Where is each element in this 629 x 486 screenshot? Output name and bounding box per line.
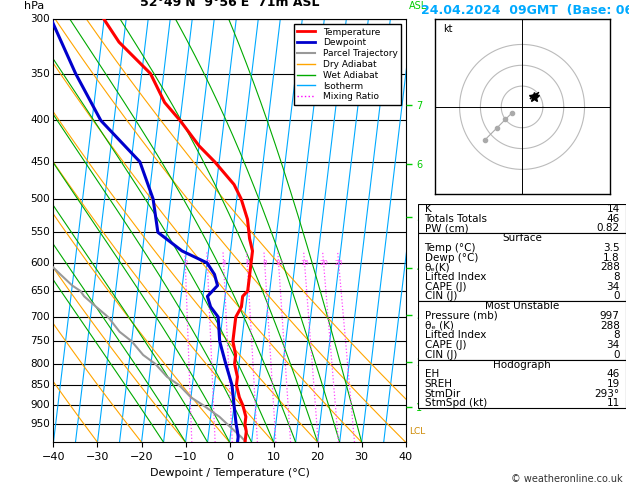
Text: 6: 6	[245, 260, 250, 266]
Text: Totals Totals: Totals Totals	[425, 214, 487, 224]
Text: StmDir: StmDir	[425, 389, 461, 399]
Text: 14: 14	[606, 204, 620, 214]
Text: SREH: SREH	[425, 379, 452, 389]
Bar	[418, 301, 626, 360]
Text: Surface: Surface	[502, 233, 542, 243]
Text: 750: 750	[30, 336, 50, 346]
Text: 0: 0	[613, 350, 620, 360]
Text: 450: 450	[30, 157, 50, 167]
Text: 34: 34	[606, 282, 620, 292]
Text: PW (cm): PW (cm)	[425, 224, 468, 233]
Text: 3: 3	[205, 260, 209, 266]
Text: 8: 8	[262, 260, 267, 266]
Text: θₑ(K): θₑ(K)	[425, 262, 450, 272]
Text: CAPE (J): CAPE (J)	[425, 282, 466, 292]
Text: Most Unstable: Most Unstable	[485, 301, 559, 311]
Text: CAPE (J): CAPE (J)	[425, 340, 466, 350]
Text: 700: 700	[30, 312, 50, 322]
Text: CIN (J): CIN (J)	[425, 350, 457, 360]
Text: km
ASL: km ASL	[409, 0, 428, 11]
Text: K: K	[425, 204, 431, 214]
Text: © weatheronline.co.uk: © weatheronline.co.uk	[511, 473, 623, 484]
Text: Dewp (°C): Dewp (°C)	[425, 253, 478, 262]
Text: 15: 15	[300, 260, 309, 266]
Text: 288: 288	[600, 262, 620, 272]
Text: Temp (°C): Temp (°C)	[425, 243, 476, 253]
Text: 11: 11	[606, 399, 620, 408]
Text: 46: 46	[606, 214, 620, 224]
Text: Lifted Index: Lifted Index	[425, 330, 486, 340]
Text: 300: 300	[30, 15, 50, 24]
Text: 0: 0	[613, 292, 620, 301]
Text: 24.04.2024  09GMT  (Base: 06): 24.04.2024 09GMT (Base: 06)	[421, 4, 629, 17]
Legend: Temperature, Dewpoint, Parcel Trajectory, Dry Adiabat, Wet Adiabat, Isotherm, Mi: Temperature, Dewpoint, Parcel Trajectory…	[294, 24, 401, 105]
Text: 0.82: 0.82	[596, 224, 620, 233]
Text: 500: 500	[30, 194, 50, 204]
Text: θₑ (K): θₑ (K)	[425, 321, 454, 330]
Text: 34: 34	[606, 340, 620, 350]
Text: 293°: 293°	[594, 389, 620, 399]
Text: EH: EH	[425, 369, 439, 379]
Text: 400: 400	[30, 116, 50, 125]
Text: Hodograph: Hodograph	[493, 360, 551, 369]
Text: StmSpd (kt): StmSpd (kt)	[425, 399, 487, 408]
Text: hPa: hPa	[23, 1, 44, 11]
Text: Pressure (mb): Pressure (mb)	[425, 311, 498, 321]
Text: 8: 8	[613, 272, 620, 282]
Text: 1.8: 1.8	[603, 253, 620, 262]
Text: kt: kt	[443, 24, 452, 34]
Text: 550: 550	[30, 227, 50, 237]
Text: 350: 350	[30, 69, 50, 79]
Text: 800: 800	[30, 359, 50, 369]
Text: 4: 4	[221, 260, 226, 266]
Bar	[418, 204, 626, 233]
Text: 2: 2	[183, 260, 187, 266]
Text: 8: 8	[613, 330, 620, 340]
Text: 20: 20	[320, 260, 328, 266]
Text: 600: 600	[30, 258, 50, 268]
Text: 10: 10	[274, 260, 283, 266]
X-axis label: Dewpoint / Temperature (°C): Dewpoint / Temperature (°C)	[150, 468, 309, 478]
Text: 650: 650	[30, 286, 50, 296]
Text: Mixing Ratio (g/kg): Mixing Ratio (g/kg)	[430, 222, 438, 308]
Text: 900: 900	[30, 400, 50, 410]
Text: 46: 46	[606, 369, 620, 379]
Text: CIN (J): CIN (J)	[425, 292, 457, 301]
Text: 3.5: 3.5	[603, 243, 620, 253]
Text: 288: 288	[600, 321, 620, 330]
Bar	[418, 360, 626, 408]
Text: LCL: LCL	[409, 427, 425, 436]
Bar	[418, 233, 626, 301]
Text: 52°49'N  9°56'E  71m ASL: 52°49'N 9°56'E 71m ASL	[140, 0, 320, 9]
Text: 950: 950	[30, 419, 50, 429]
Text: 997: 997	[600, 311, 620, 321]
Text: 25: 25	[335, 260, 343, 266]
Text: 19: 19	[606, 379, 620, 389]
Text: 850: 850	[30, 380, 50, 390]
Text: Lifted Index: Lifted Index	[425, 272, 486, 282]
